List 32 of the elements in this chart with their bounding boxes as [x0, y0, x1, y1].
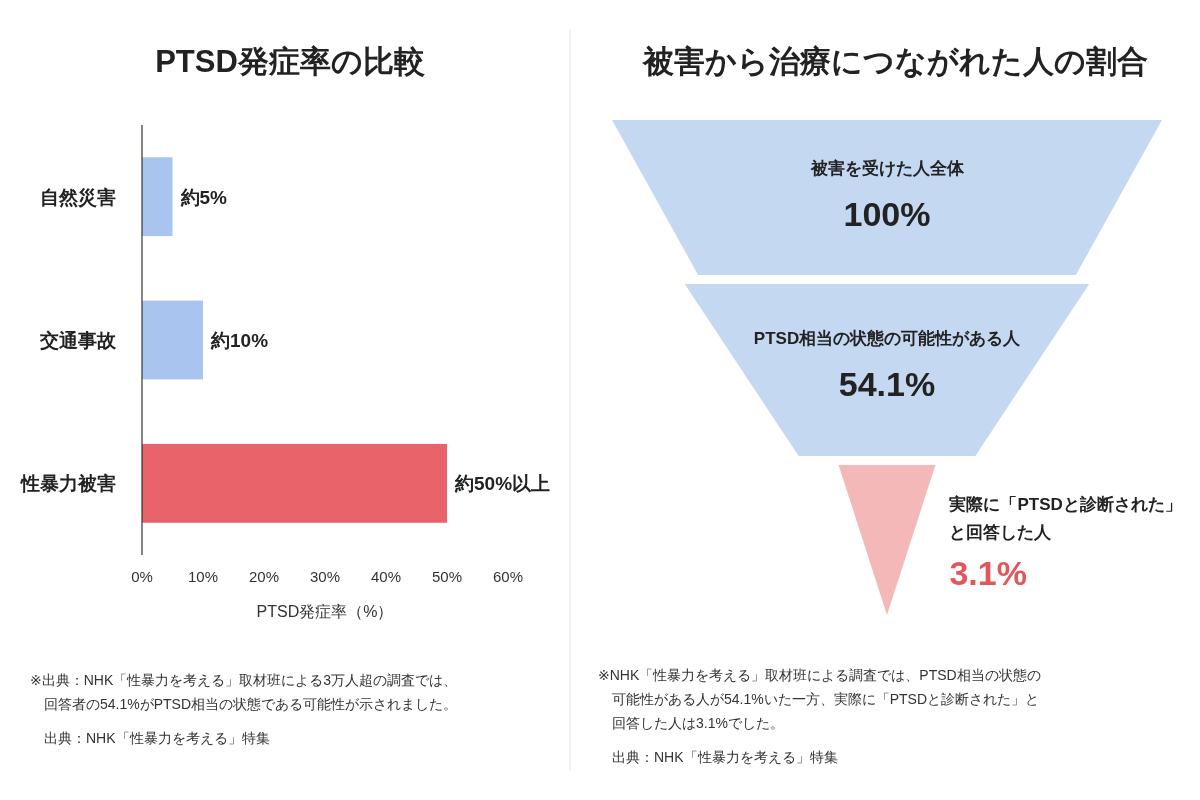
text: ※NHK「性暴力を考える」取材班による調査では、PTSD相当の状態の: [598, 667, 1041, 683]
text: 可能性がある人が54.1%いた一方、実際に「PTSDと診断された」と: [612, 691, 1040, 707]
bar: [142, 157, 173, 237]
x-tick-label: 30%: [309, 568, 341, 585]
source-note: 出典：NHK「性暴力を考える」特集: [44, 730, 270, 746]
x-tick-label: 50%: [431, 568, 463, 585]
x-tick-label: 0%: [131, 568, 153, 585]
y-tick-label: 性暴力被害: [20, 473, 116, 495]
text: 回答者の54.1%がPTSD相当の状態である可能性が示されました。: [44, 696, 458, 712]
category-label: 被害を受けた人全体: [809, 159, 965, 179]
x-tick-label: 60%: [492, 568, 524, 585]
data-label: 3.1%: [949, 554, 1027, 592]
x-tick-label: 20%: [248, 568, 280, 585]
category-label: 実際に「PTSDと診断された」と回答した人: [948, 495, 1182, 542]
category-label: PTSD相当の状態の可能性がある人: [753, 329, 1022, 349]
data-label: 100%: [843, 195, 931, 234]
source-note: 出典：NHK「性暴力を考える」特集: [612, 749, 838, 765]
bar: [142, 300, 203, 380]
data-label: 約10%: [210, 330, 269, 351]
text: 回答した人は3.1%でした。: [612, 715, 784, 731]
x-tick-label: 40%: [370, 568, 402, 585]
y-tick-label: 交通事故: [39, 330, 117, 351]
data-label: 約5%: [179, 186, 228, 208]
data-label: 54.1%: [838, 365, 936, 404]
data-label: 約50%以上: [454, 473, 551, 495]
x-tick-label: 10%: [187, 568, 219, 585]
y-tick-label: 自然災害: [40, 186, 116, 208]
text: 被害から治療につながれた人の割合: [640, 44, 1148, 79]
bar: [142, 443, 447, 523]
x-axis-title: PTSD発症率（%）: [256, 603, 394, 620]
chart-title: PTSD発症率の比較: [155, 44, 425, 79]
text: ※出典：NHK「性暴力を考える」取材班による3万人超の調査では、: [30, 672, 458, 688]
